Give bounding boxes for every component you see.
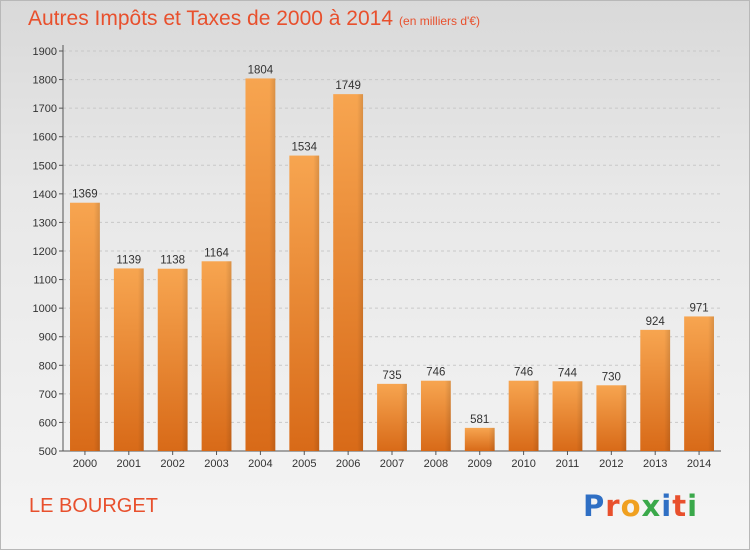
bar-shade-2002 — [181, 268, 188, 451]
x-tick-label: 2004 — [248, 458, 272, 470]
bar-shade-2007 — [400, 383, 407, 451]
bar-shade-2008 — [444, 380, 451, 451]
data-label: 1164 — [204, 247, 229, 259]
x-tick-label: 2010 — [511, 458, 535, 470]
axes: 500 600 700 800 900 1000 1100 1200 1300 1400 1500 1… — [33, 45, 721, 458]
bar-shade-2005 — [313, 155, 320, 452]
data-label: 735 — [382, 370, 401, 382]
bar-shade-2006 — [357, 94, 364, 452]
logo-letter: t — [672, 489, 688, 523]
y-tick-label: 600 — [39, 417, 57, 429]
bar-shade-2000 — [93, 202, 100, 451]
y-tick-label: 1300 — [33, 217, 57, 229]
proxiti-logo: Proxiti — [583, 489, 698, 523]
logo-letter: i — [687, 489, 699, 523]
y-tick-label: 1600 — [33, 132, 57, 144]
y-tick-label: 500 — [39, 446, 57, 458]
bar-shade-2011 — [576, 381, 583, 451]
bars — [70, 78, 714, 452]
y-tick-label: 1700 — [33, 103, 57, 115]
logo-letter: i — [661, 489, 673, 523]
x-tick-label: 2011 — [556, 458, 580, 470]
data-label: 1369 — [72, 189, 98, 201]
y-tick-label: 700 — [39, 389, 57, 401]
data-label: 924 — [646, 316, 666, 328]
data-label: 746 — [426, 367, 445, 379]
x-tick-label: 2013 — [643, 458, 667, 470]
bar-shade-2004 — [269, 78, 276, 451]
x-tick-label: 2002 — [160, 458, 184, 470]
labels: 1369 2000 1139 2001 1138 2002 1164 2003 1804 2004… — [72, 64, 711, 470]
commune-name: LE BOURGET — [29, 495, 158, 517]
chart-title: Autres Impôts et Taxes de 2000 à 2014 (en… — [28, 7, 480, 31]
bar-shade-2003 — [225, 261, 232, 451]
bar-2009 — [464, 427, 495, 451]
data-label: 730 — [602, 371, 621, 383]
logo-letter: r — [605, 489, 621, 523]
bar-shade-2010 — [532, 380, 539, 451]
x-tick-label: 2005 — [292, 458, 316, 470]
x-tick-label: 2009 — [467, 458, 491, 470]
y-tick-label: 900 — [39, 332, 57, 344]
title-unit: (en milliers d'€) — [399, 14, 481, 28]
y-tick-label: 1100 — [33, 275, 57, 287]
data-label: 1138 — [160, 255, 185, 267]
bar-shade-2001 — [137, 268, 144, 451]
y-tick-label: 800 — [39, 360, 57, 372]
data-label: 1139 — [116, 254, 141, 266]
x-tick-label: 2003 — [204, 458, 228, 470]
y-tick-label: 1000 — [33, 303, 57, 315]
logo-letter: o — [620, 489, 642, 523]
data-label: 1804 — [248, 64, 274, 76]
bar-shade-2012 — [620, 385, 627, 451]
x-tick-label: 2008 — [424, 458, 448, 470]
x-tick-label: 2000 — [73, 458, 97, 470]
y-tick-label: 1900 — [33, 46, 57, 58]
data-label: 1749 — [335, 80, 361, 92]
bar-shade-2009 — [488, 427, 495, 451]
x-tick-label: 2014 — [687, 458, 711, 470]
data-label: 746 — [514, 367, 533, 379]
y-tick-label: 1800 — [33, 75, 57, 87]
logo-letter: x — [641, 489, 662, 523]
y-tick-label: 1500 — [33, 160, 57, 172]
y-tick-label: 1200 — [33, 246, 57, 258]
x-tick-label: 2007 — [380, 458, 404, 470]
x-tick-label: 2001 — [117, 458, 141, 470]
logo-letter: P — [583, 489, 606, 523]
bar-shade-2014 — [708, 316, 714, 451]
bar-shade-2013 — [664, 329, 671, 451]
title-text: Autres Impôts et Taxes de 2000 à 2014 — [28, 7, 394, 30]
data-label: 1534 — [291, 142, 317, 154]
x-tick-label: 2006 — [336, 458, 360, 470]
data-label: 581 — [470, 414, 489, 426]
data-label: 744 — [558, 367, 578, 379]
data-label: 971 — [689, 302, 708, 314]
y-tick-label: 1400 — [33, 189, 57, 201]
x-tick-label: 2012 — [599, 458, 623, 470]
